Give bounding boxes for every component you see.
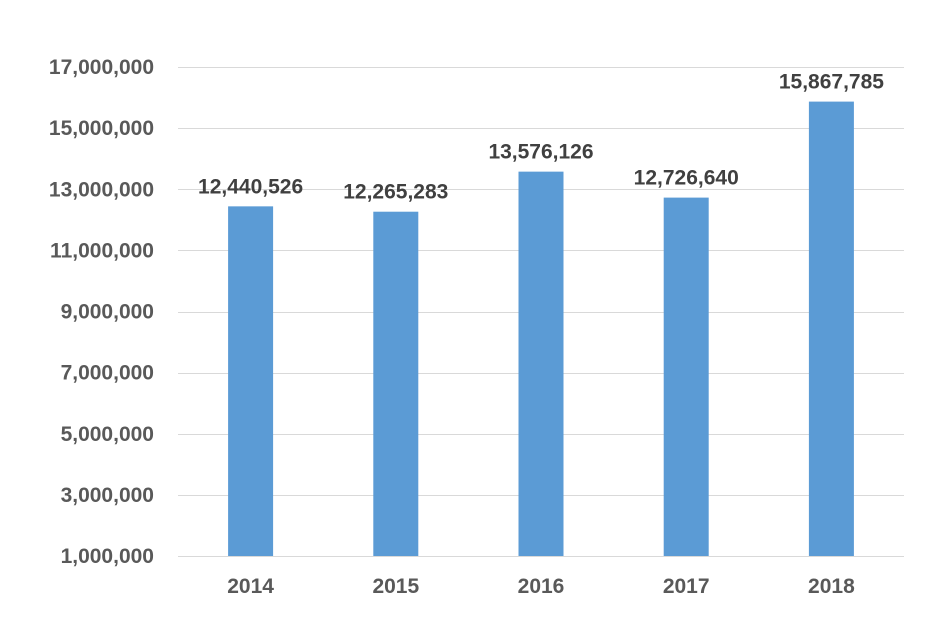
- data-label-2014: 12,440,526: [198, 175, 303, 198]
- bar-2014: [228, 206, 274, 556]
- y-tick-label: 13,000,000: [49, 178, 154, 201]
- bar-2016: [518, 171, 564, 556]
- y-tick-label: 11,000,000: [50, 239, 154, 262]
- data-labels: 12,440,526 12,265,283 13,576,126 12,726,640…: [198, 71, 884, 204]
- y-tick-label: 15,000,000: [49, 117, 154, 140]
- bars: [228, 101, 854, 557]
- y-tick-label: 1,000,000: [61, 545, 154, 568]
- bar-2015: [373, 211, 419, 557]
- bar-2017: [663, 197, 709, 557]
- x-tick-label: 2016: [518, 575, 565, 598]
- y-tick-label: 5,000,000: [61, 423, 154, 446]
- y-axis-ticks: 1,000,000 3,000,000 5,000,000 7,000,000 9,00…: [49, 56, 154, 568]
- x-tick-label: 2015: [372, 575, 419, 598]
- y-tick-label: 7,000,000: [61, 362, 154, 385]
- y-tick-label: 3,000,000: [61, 484, 154, 507]
- data-label-2017: 12,726,640: [634, 167, 739, 190]
- x-tick-label: 2018: [808, 575, 855, 598]
- bar-2018: [808, 101, 854, 556]
- y-tick-label: 9,000,000: [61, 301, 154, 324]
- x-tick-label: 2017: [663, 575, 710, 598]
- data-label-2015: 12,265,283: [343, 181, 448, 204]
- y-tick-label: 17,000,000: [49, 56, 154, 79]
- data-label-2016: 13,576,126: [488, 141, 593, 164]
- data-label-2018: 15,867,785: [779, 71, 884, 94]
- x-axis-ticks: 2014 2015 2016 2017 2018: [227, 575, 855, 598]
- x-tick-label: 2014: [227, 575, 274, 598]
